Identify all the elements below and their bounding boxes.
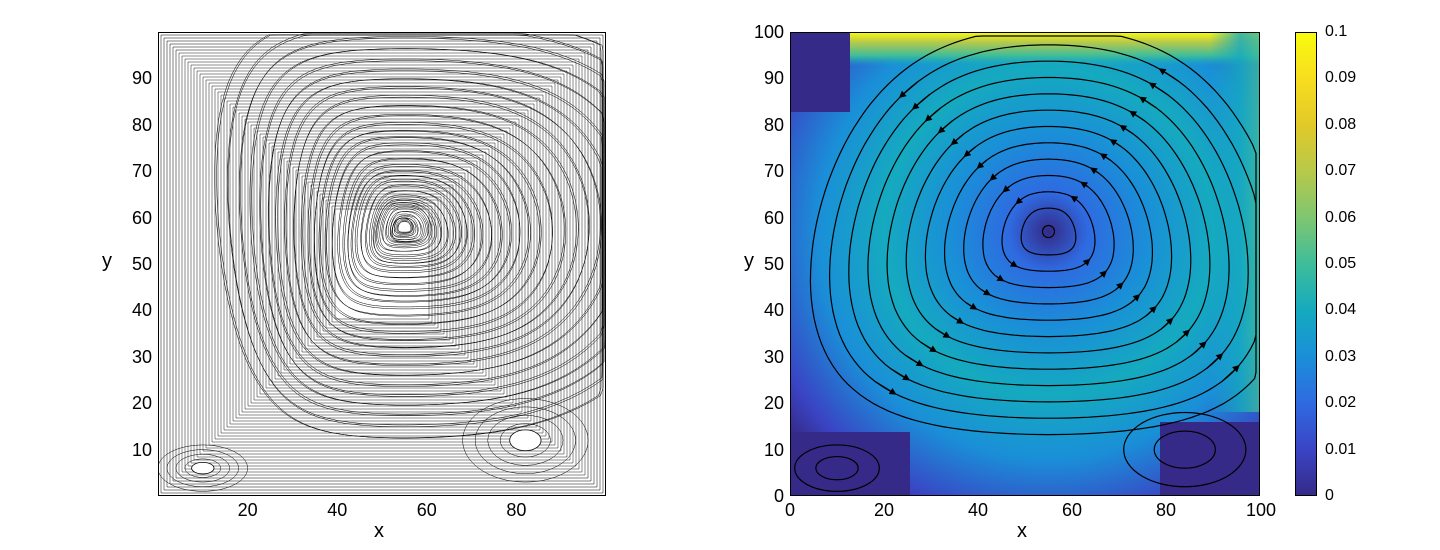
right-xtick: 40 xyxy=(968,500,988,521)
right-xtick: 20 xyxy=(874,500,894,521)
right-ytick: 20 xyxy=(764,393,784,414)
colorbar-tick: 0.08 xyxy=(1325,116,1356,134)
colorbar-tick: 0.01 xyxy=(1325,441,1356,459)
right-xtick: 100 xyxy=(1246,500,1276,521)
colorbar-tick: 0 xyxy=(1325,487,1334,505)
colorbar-tick: 0.02 xyxy=(1325,394,1356,412)
colorbar-tick: 0.04 xyxy=(1325,301,1356,319)
left-ytick: 90 xyxy=(132,68,152,89)
left-ytick: 70 xyxy=(132,161,152,182)
right-plot xyxy=(790,32,1260,496)
left-xtick: 60 xyxy=(417,500,437,521)
left-ylabel: y xyxy=(102,250,112,273)
left-ytick: 40 xyxy=(132,300,152,321)
colorbar-tick: 0.1 xyxy=(1325,23,1347,41)
colorbar-tick: 0.09 xyxy=(1325,69,1356,87)
right-ytick: 100 xyxy=(754,22,784,43)
right-ytick: 90 xyxy=(764,68,784,89)
colorbar xyxy=(1295,32,1317,496)
colorbar-tick: 0.03 xyxy=(1325,348,1356,366)
left-ytick: 50 xyxy=(132,254,152,275)
left-xtick: 20 xyxy=(238,500,258,521)
colorbar-tick: 0.05 xyxy=(1325,255,1356,273)
colorbar-svg xyxy=(1295,32,1317,496)
right-xtick: 60 xyxy=(1062,500,1082,521)
right-xlabel: x xyxy=(1017,520,1027,543)
right-ytick: 40 xyxy=(764,300,784,321)
right-ytick: 0 xyxy=(774,486,784,507)
right-ytick: 30 xyxy=(764,347,784,368)
right-ytick: 50 xyxy=(764,254,784,275)
right-ytick: 10 xyxy=(764,440,784,461)
left-ytick: 30 xyxy=(132,347,152,368)
left-ytick: 20 xyxy=(132,393,152,414)
left-xtick: 80 xyxy=(506,500,526,521)
left-plot-svg xyxy=(158,32,606,496)
left-ytick: 10 xyxy=(132,440,152,461)
colorbar-tick: 0.07 xyxy=(1325,162,1356,180)
left-ytick: 80 xyxy=(132,115,152,136)
right-xtick: 0 xyxy=(785,500,795,521)
right-ytick: 70 xyxy=(764,161,784,182)
left-plot xyxy=(158,32,606,496)
right-ytick: 60 xyxy=(764,208,784,229)
left-xtick: 40 xyxy=(327,500,347,521)
left-xlabel: x xyxy=(374,520,384,543)
right-xtick: 80 xyxy=(1156,500,1176,521)
colorbar-tick: 0.06 xyxy=(1325,209,1356,227)
right-ylabel: y xyxy=(744,250,754,273)
right-plot-svg xyxy=(790,32,1260,496)
right-ytick: 80 xyxy=(764,115,784,136)
left-ytick: 60 xyxy=(132,208,152,229)
